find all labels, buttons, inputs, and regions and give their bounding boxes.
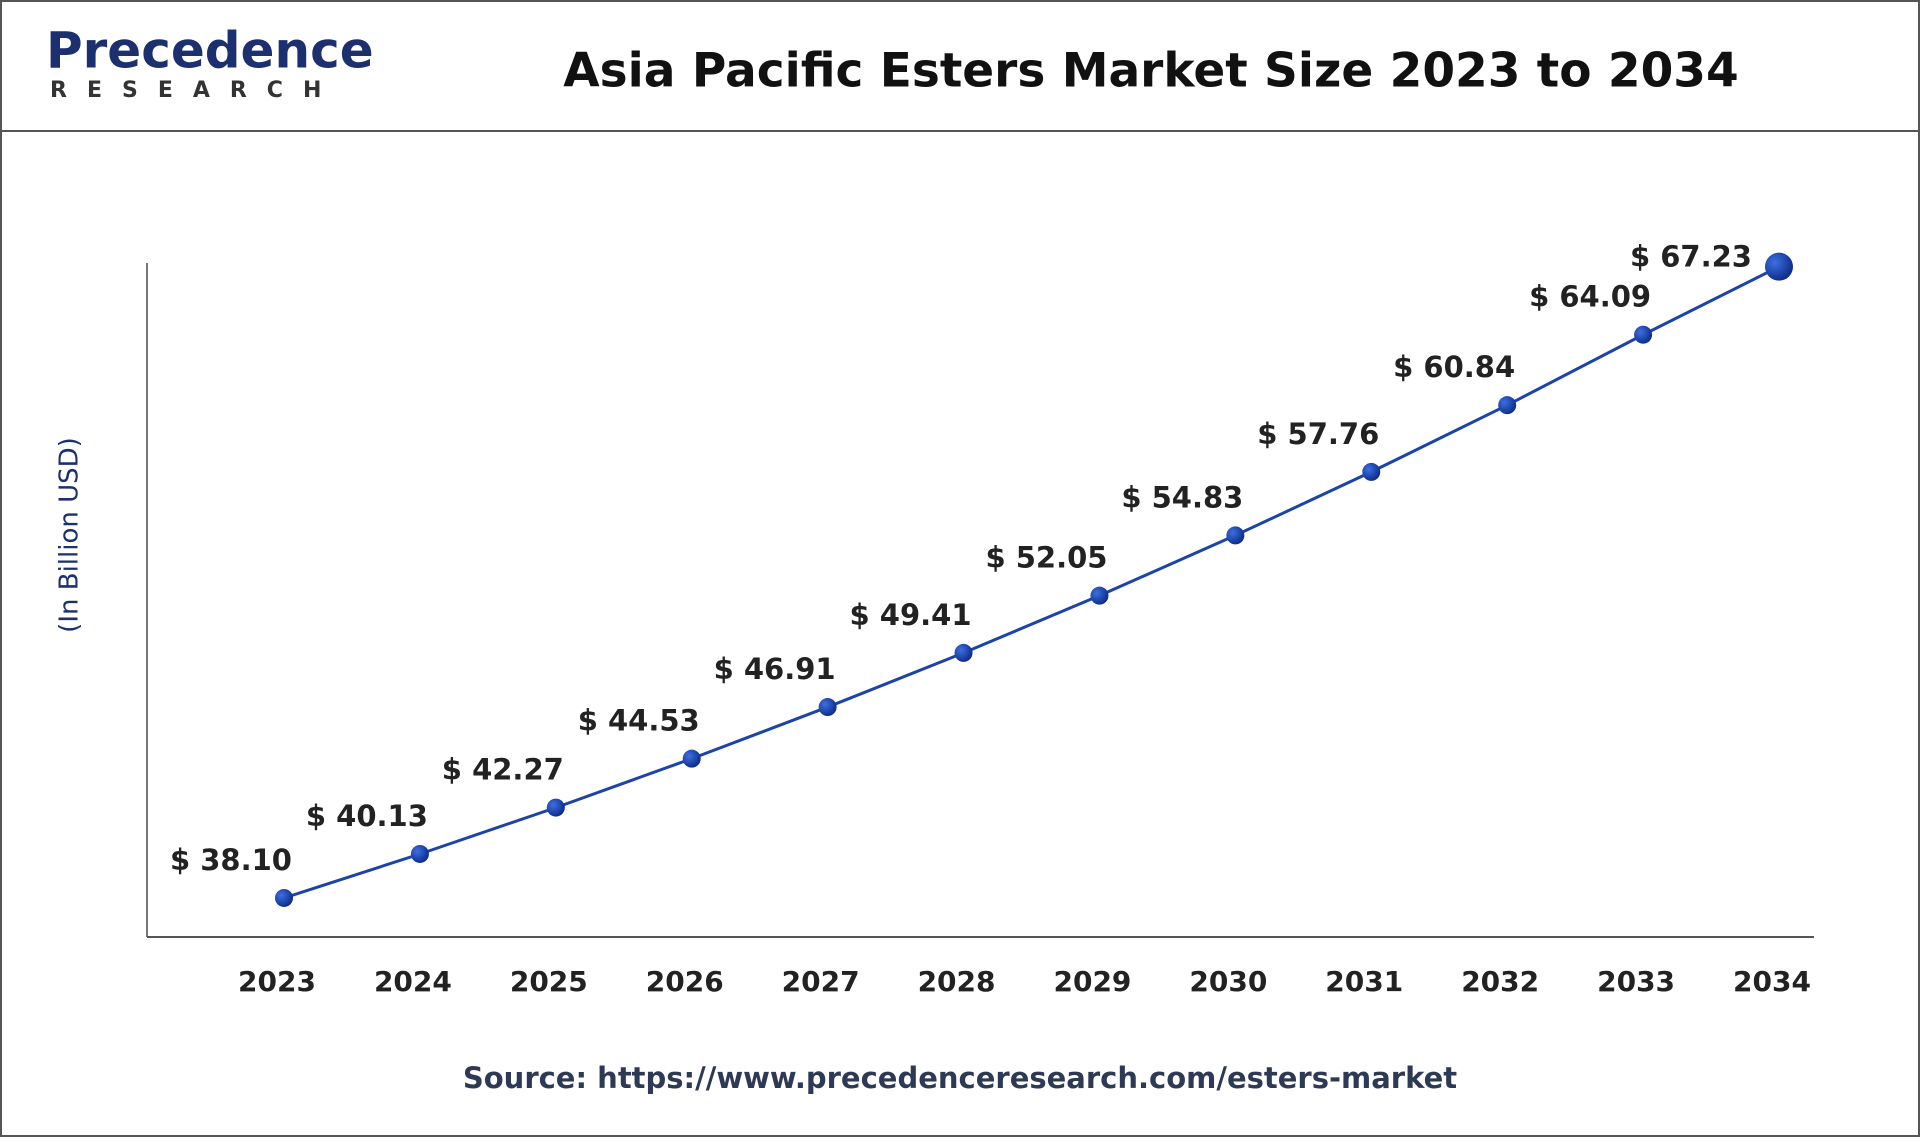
data-label: $ 40.13 <box>306 799 428 833</box>
x-tick-label: 2032 <box>1461 965 1539 998</box>
data-point <box>410 844 429 863</box>
x-tick-label: 2031 <box>1325 965 1403 998</box>
data-label: $ 42.27 <box>442 753 564 787</box>
data-point <box>682 749 701 768</box>
data-label: $ 54.83 <box>1121 480 1243 514</box>
data-label: $ 67.23 <box>1630 240 1752 274</box>
x-tick-label: 2029 <box>1053 965 1131 998</box>
logo-name: Precedence <box>46 22 374 80</box>
x-tick-label: 2027 <box>782 965 860 998</box>
data-point <box>954 643 973 662</box>
data-point <box>1634 325 1653 344</box>
data-point <box>818 698 837 717</box>
data-label: $ 44.53 <box>578 704 700 738</box>
chart-title: Asia Pacific Esters Market Size 2023 to … <box>563 44 1738 99</box>
data-point <box>1498 396 1517 415</box>
data-point <box>275 888 293 907</box>
data-point <box>546 798 565 817</box>
data-label: $ 49.41 <box>850 598 972 632</box>
data-label: $ 60.84 <box>1393 350 1515 384</box>
data-point <box>1090 586 1109 605</box>
x-tick-label: 2024 <box>374 965 452 998</box>
data-label: $ 46.91 <box>714 652 836 686</box>
x-tick-label: 2030 <box>1189 965 1267 998</box>
x-tick-label: 2023 <box>238 965 316 998</box>
data-line <box>283 265 1780 900</box>
data-label: $ 38.10 <box>170 843 292 877</box>
x-tick-label: 2034 <box>1733 965 1811 998</box>
data-label: $ 64.09 <box>1529 280 1651 314</box>
source: Source: https://www.precedenceresearch.c… <box>463 1061 1457 1095</box>
x-tick-label: 2026 <box>646 965 724 998</box>
y-axis-label: (In Billion USD) <box>55 437 85 633</box>
data-point <box>1765 252 1793 281</box>
x-tick-label: 2033 <box>1597 965 1675 998</box>
x-tick-label: 2028 <box>918 965 996 998</box>
data-label: $ 52.05 <box>985 541 1107 575</box>
data-point <box>1362 462 1381 481</box>
data-label: $ 57.76 <box>1257 417 1379 451</box>
data-point <box>1226 526 1245 545</box>
logo-tagline: RESEARCH <box>50 78 341 103</box>
x-tick-label: 2025 <box>510 965 588 998</box>
